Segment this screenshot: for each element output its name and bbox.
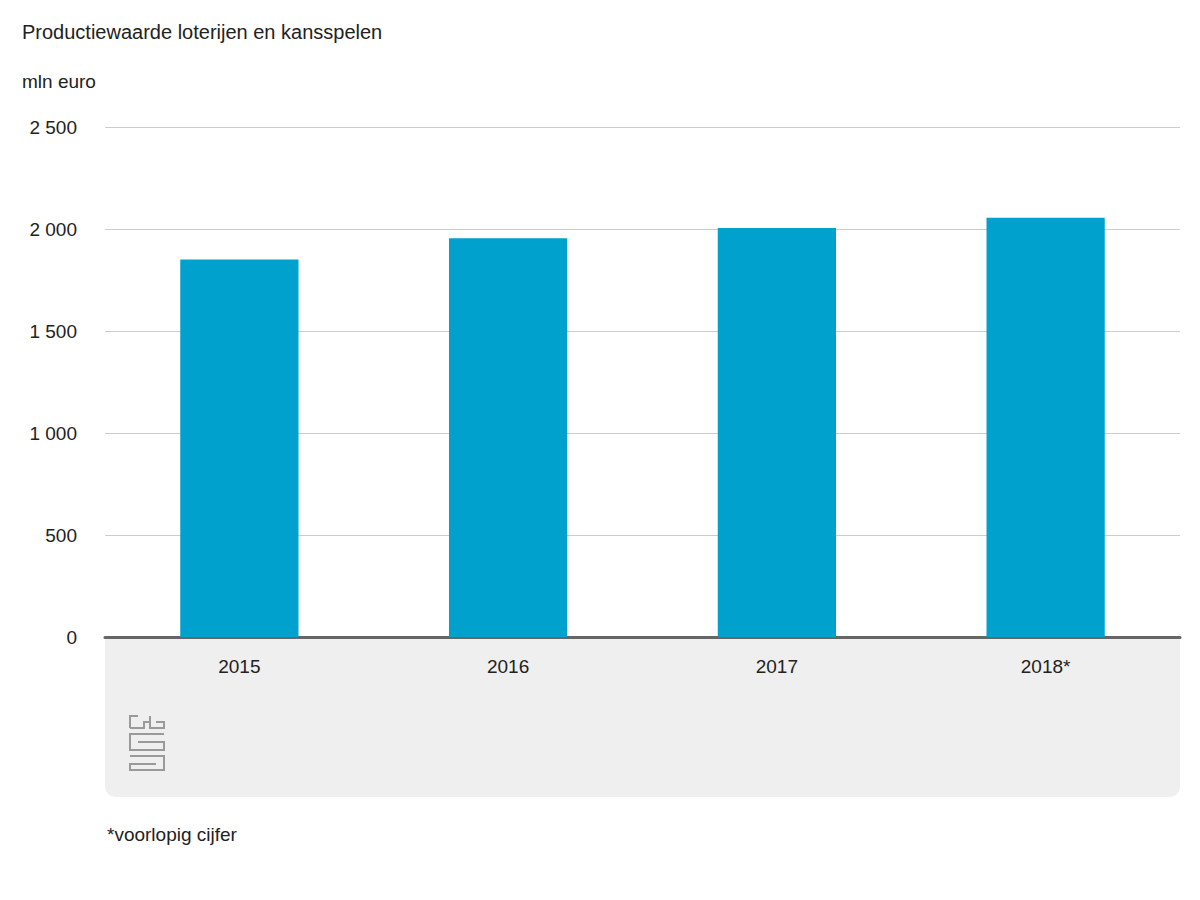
svg-text:mln euro: mln euro <box>22 71 96 92</box>
svg-text:0: 0 <box>66 627 77 648</box>
svg-text:500: 500 <box>45 525 77 546</box>
svg-text:2 000: 2 000 <box>29 219 77 240</box>
svg-text:1 500: 1 500 <box>29 321 77 342</box>
svg-text:2016: 2016 <box>487 656 529 677</box>
svg-text:2017: 2017 <box>756 656 798 677</box>
svg-text:*voorlopig cijfer: *voorlopig cijfer <box>107 824 238 845</box>
svg-text:2015: 2015 <box>218 656 260 677</box>
svg-text:1 000: 1 000 <box>29 423 77 444</box>
svg-text:2 500: 2 500 <box>29 117 77 138</box>
svg-text:Productiewaarde loterijen en k: Productiewaarde loterijen en kansspelen <box>22 21 382 43</box>
svg-text:2018*: 2018* <box>1021 656 1071 677</box>
